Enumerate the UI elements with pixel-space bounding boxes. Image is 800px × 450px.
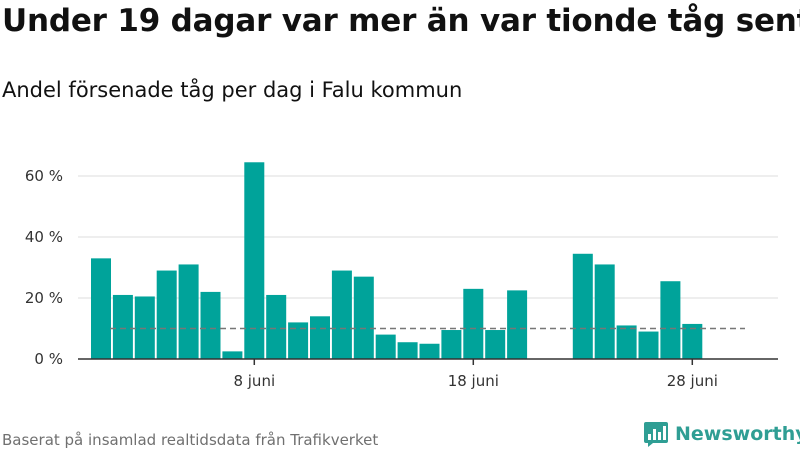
bar (397, 342, 418, 359)
bar (375, 334, 396, 359)
x-tick-label: 8 juni (233, 372, 275, 390)
bar (288, 322, 309, 359)
y-tick-label: 0 % (34, 350, 63, 368)
bar (266, 294, 287, 359)
axes: 0 % 20 % 40 % 60 % 8 juni 18 juni 28 juni (25, 167, 778, 390)
bar (441, 330, 462, 359)
y-tick-label: 20 % (25, 289, 63, 307)
x-tick-label: 28 juni (667, 372, 718, 390)
bar (91, 258, 111, 359)
bar (331, 270, 352, 359)
bar (616, 325, 637, 359)
bar (200, 291, 221, 359)
bar (222, 351, 243, 359)
bar (463, 288, 484, 359)
bar (310, 316, 330, 359)
bar (572, 253, 593, 359)
bar (682, 323, 703, 359)
bar (156, 270, 177, 359)
bar (594, 264, 615, 359)
y-tick-label: 40 % (25, 228, 63, 246)
bar (660, 281, 681, 359)
bar (178, 264, 199, 359)
source-footer: Baserat på insamlad realtidsdata från Tr… (2, 431, 379, 449)
newsworthy-logo: Newsworthy (643, 420, 800, 448)
bar (507, 290, 528, 359)
bar (419, 343, 440, 359)
chart-subtitle: Andel försenade tåg per dag i Falu kommu… (2, 78, 463, 102)
chart-title: Under 19 dagar var mer än var tionde tåg… (2, 3, 800, 39)
bar (353, 276, 374, 359)
bar (485, 330, 506, 359)
bar-chart-logo-icon (644, 422, 668, 447)
logo-text: Newsworthy (675, 423, 800, 445)
bars (91, 162, 703, 359)
y-tick-label: 60 % (25, 167, 63, 185)
x-tick-label: 18 juni (448, 372, 499, 390)
bar (112, 294, 133, 359)
bar (638, 331, 659, 359)
bar (244, 162, 265, 359)
